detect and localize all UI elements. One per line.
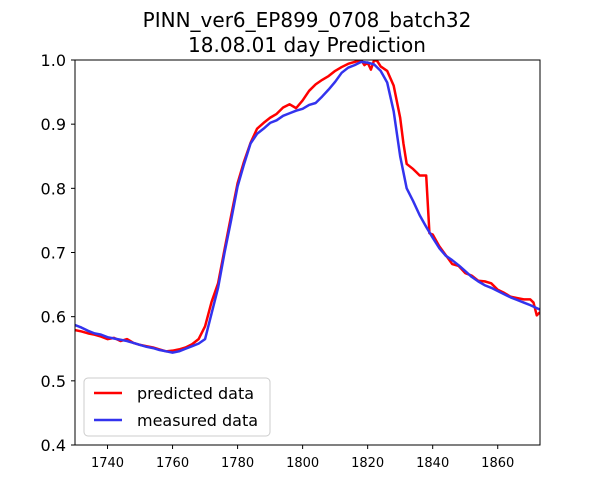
legend-box bbox=[83, 377, 271, 437]
y-tick-label: 0.5 bbox=[41, 372, 66, 391]
x-tick-label: 1740 bbox=[91, 456, 124, 471]
x-tick-label: 1840 bbox=[416, 456, 449, 471]
x-tick-label: 1820 bbox=[351, 456, 384, 471]
y-tick-label: 0.7 bbox=[41, 244, 66, 263]
chart-subtitle: 18.08.01 day Prediction bbox=[188, 33, 426, 57]
series-line-measured-data bbox=[75, 60, 540, 354]
series-layer bbox=[75, 60, 540, 354]
legend-label-measured: measured data bbox=[137, 411, 258, 430]
legend: predicted data measured data bbox=[83, 377, 271, 437]
chart-title: PINN_ver6_EP899_0708_batch32 bbox=[143, 8, 472, 32]
legend-label-predicted: predicted data bbox=[137, 384, 254, 403]
y-tick-label: 0.4 bbox=[41, 436, 66, 455]
x-tick-label: 1800 bbox=[286, 456, 319, 471]
x-axis: 1740 1760 1780 1800 1820 1840 1860 bbox=[91, 445, 514, 471]
y-axis: 0.4 0.5 0.6 0.7 0.8 0.9 1.0 bbox=[41, 51, 75, 455]
y-tick-label: 0.6 bbox=[41, 308, 66, 327]
y-tick-label: 1.0 bbox=[41, 51, 66, 70]
y-tick-label: 0.9 bbox=[41, 115, 66, 134]
plot-area: 1740 1760 1780 1800 1820 1840 1860 0.40.50.60.… bbox=[41, 51, 541, 471]
y-tick-label: 0.8 bbox=[41, 179, 66, 198]
x-tick-label: 1780 bbox=[221, 456, 254, 471]
x-tick-label: 1860 bbox=[481, 456, 514, 471]
series-line-predicted-data bbox=[75, 60, 540, 353]
x-tick-label: 1760 bbox=[156, 456, 189, 471]
